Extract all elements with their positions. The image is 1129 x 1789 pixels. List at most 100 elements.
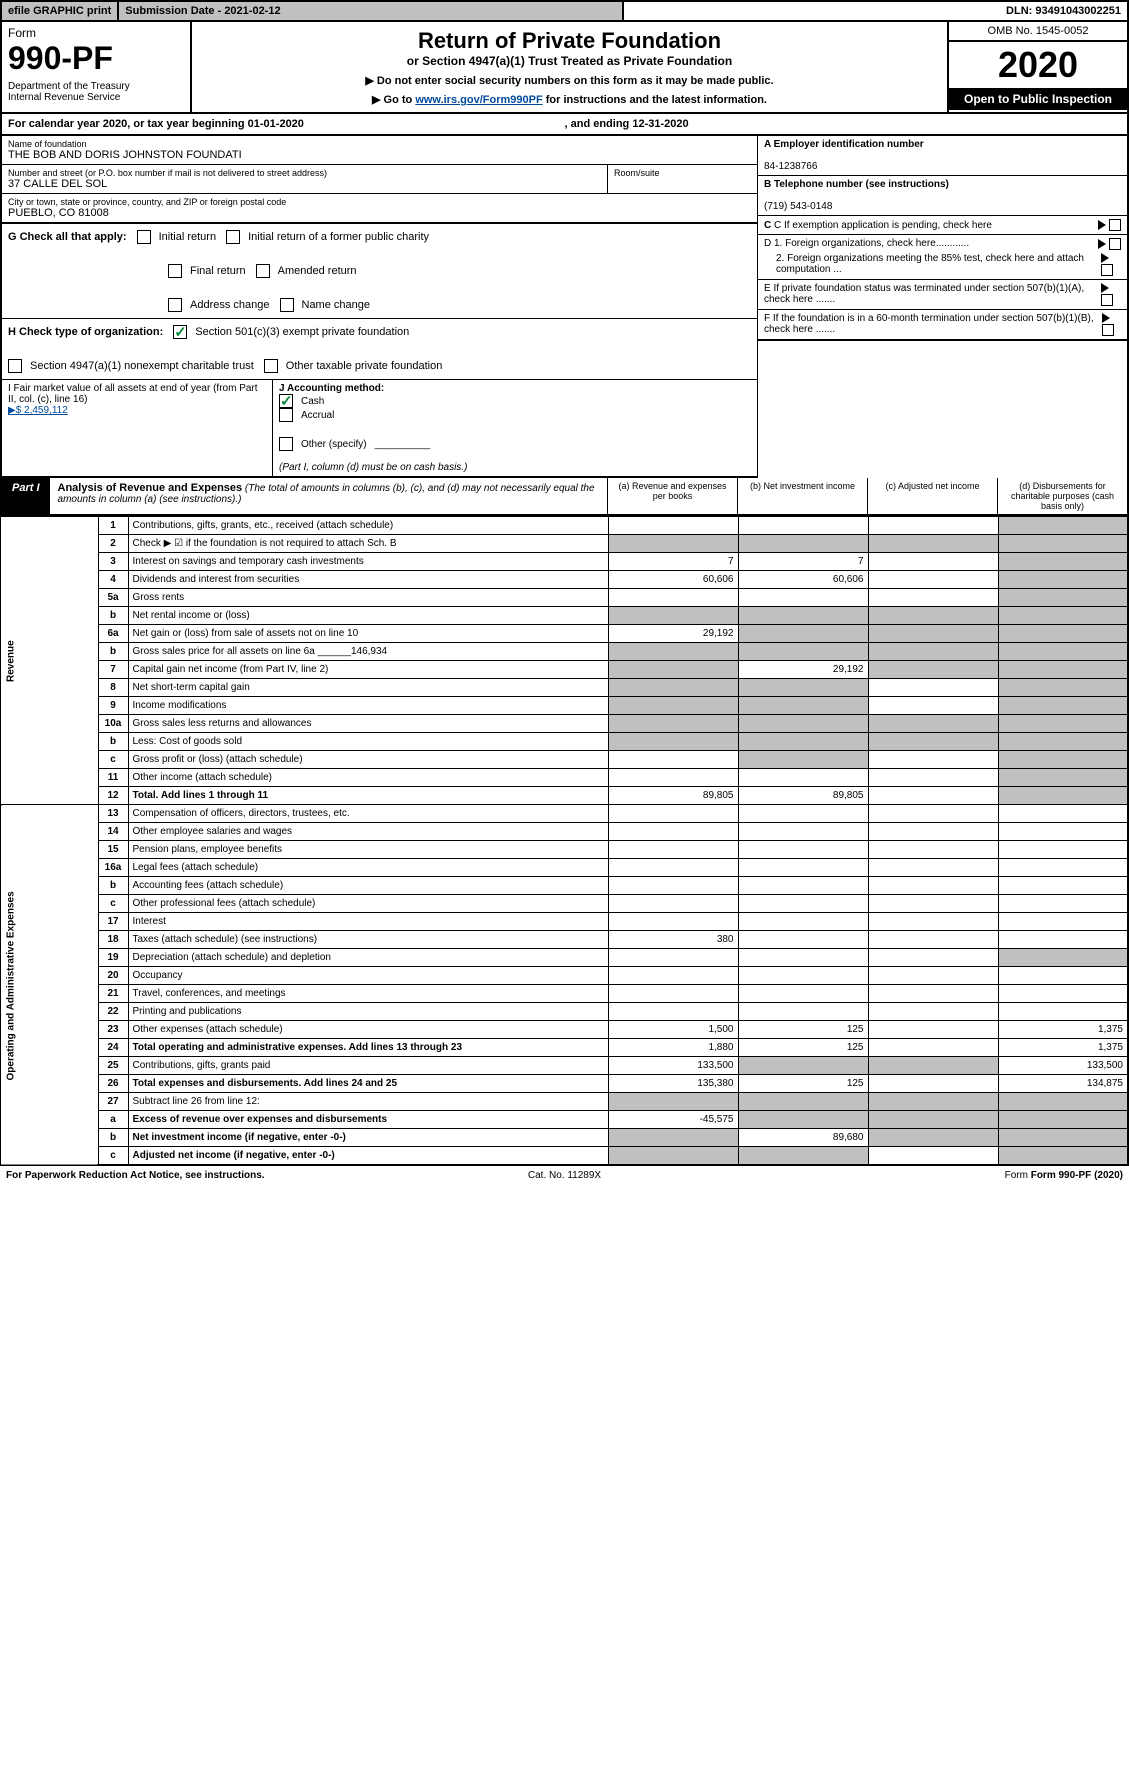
table-row: 12Total. Add lines 1 through 1189,80589,… — [1, 787, 1128, 805]
arrow-icon — [1101, 253, 1109, 263]
line-description: Gross sales price for all assets on line… — [128, 643, 608, 661]
cell-c — [868, 715, 998, 733]
table-row: bAccounting fees (attach schedule) — [1, 877, 1128, 895]
line-number: c — [98, 751, 128, 769]
line-number: 7 — [98, 661, 128, 679]
line-number: 3 — [98, 553, 128, 571]
line-description: Subtract line 26 from line 12: — [128, 1093, 608, 1111]
table-row: aExcess of revenue over expenses and dis… — [1, 1111, 1128, 1129]
cell-c — [868, 787, 998, 805]
table-row: bLess: Cost of goods sold — [1, 733, 1128, 751]
501c3-checkbox[interactable] — [173, 325, 187, 339]
line-description: Contributions, gifts, grants, etc., rece… — [128, 517, 608, 535]
line-number: 12 — [98, 787, 128, 805]
cell-c — [868, 535, 998, 553]
accrual-checkbox[interactable] — [279, 408, 293, 422]
d2-checkbox[interactable] — [1101, 264, 1113, 276]
cell-a — [608, 805, 738, 823]
cell-b — [738, 1111, 868, 1129]
cell-c — [868, 859, 998, 877]
address-change-checkbox[interactable] — [168, 298, 182, 312]
line-description: Compensation of officers, directors, tru… — [128, 805, 608, 823]
line-number: c — [98, 895, 128, 913]
page-footer: For Paperwork Reduction Act Notice, see … — [0, 1166, 1129, 1185]
cell-a — [608, 967, 738, 985]
cell-d — [998, 949, 1128, 967]
table-row: 6aNet gain or (loss) from sale of assets… — [1, 625, 1128, 643]
initial-former-checkbox[interactable] — [226, 230, 240, 244]
revenue-side-label: Revenue — [1, 517, 98, 805]
table-row: 19Depreciation (attach schedule) and dep… — [1, 949, 1128, 967]
section-d: D 1. Foreign organizations, check here..… — [758, 235, 1127, 280]
cell-c — [868, 607, 998, 625]
cell-a — [608, 589, 738, 607]
cell-d — [998, 1093, 1128, 1111]
cell-b — [738, 769, 868, 787]
cell-c — [868, 697, 998, 715]
cell-a — [608, 1003, 738, 1021]
public-inspection: Open to Public Inspection — [949, 88, 1127, 110]
line-description: Pension plans, employee benefits — [128, 841, 608, 859]
cell-c — [868, 643, 998, 661]
cell-d: 1,375 — [998, 1039, 1128, 1057]
cell-c — [868, 769, 998, 787]
line-number: 8 — [98, 679, 128, 697]
line-description: Check ▶ ☑ if the foundation is not requi… — [128, 535, 608, 553]
cell-b — [738, 895, 868, 913]
cell-d — [998, 895, 1128, 913]
efile-label: efile GRAPHIC print — [2, 2, 119, 20]
cell-a: 29,192 — [608, 625, 738, 643]
form-ref: Form Form 990-PF (2020) — [751, 1170, 1123, 1181]
submission-date: Submission Date - 2021-02-12 — [119, 2, 624, 20]
table-row: 16aLegal fees (attach schedule) — [1, 859, 1128, 877]
table-row: 8Net short-term capital gain — [1, 679, 1128, 697]
initial-return-checkbox[interactable] — [137, 230, 151, 244]
fmv-link[interactable]: ▶$ 2,459,112 — [8, 405, 68, 416]
line-number: 9 — [98, 697, 128, 715]
cell-d — [998, 787, 1128, 805]
cell-b — [738, 985, 868, 1003]
irs-link[interactable]: www.irs.gov/Form990PF — [415, 94, 542, 106]
line-description: Dividends and interest from securities — [128, 571, 608, 589]
line-number: 22 — [98, 1003, 128, 1021]
cell-c — [868, 931, 998, 949]
cash-checkbox[interactable] — [279, 394, 293, 408]
cell-a — [608, 751, 738, 769]
line-description: Other employee salaries and wages — [128, 823, 608, 841]
table-row: 5aGross rents — [1, 589, 1128, 607]
cell-d — [998, 985, 1128, 1003]
department: Department of the Treasury Internal Reve… — [8, 81, 184, 103]
cell-b — [738, 913, 868, 931]
cell-b — [738, 517, 868, 535]
f-checkbox[interactable] — [1102, 324, 1114, 336]
d1-checkbox[interactable] — [1109, 238, 1121, 250]
line-number: 26 — [98, 1075, 128, 1093]
instruction-2: ▶ Go to www.irs.gov/Form990PF for instru… — [198, 93, 941, 106]
other-taxable-checkbox[interactable] — [264, 359, 278, 373]
foundation-name: Name of foundation THE BOB AND DORIS JOH… — [2, 136, 757, 165]
cell-a: 89,805 — [608, 787, 738, 805]
c-checkbox[interactable] — [1109, 219, 1121, 231]
name-change-checkbox[interactable] — [280, 298, 294, 312]
line-description: Net investment income (if negative, ente… — [128, 1129, 608, 1147]
other-method-checkbox[interactable] — [279, 437, 293, 451]
cell-a: 135,380 — [608, 1075, 738, 1093]
cell-c — [868, 841, 998, 859]
cell-d — [998, 769, 1128, 787]
cell-d — [998, 931, 1128, 949]
arrow-icon — [1101, 283, 1109, 293]
amended-return-checkbox[interactable] — [256, 264, 270, 278]
line-number: 6a — [98, 625, 128, 643]
cell-c — [868, 1057, 998, 1075]
e-checkbox[interactable] — [1101, 294, 1113, 306]
cell-c — [868, 823, 998, 841]
cell-a — [608, 877, 738, 895]
cell-b — [738, 1093, 868, 1111]
final-return-checkbox[interactable] — [168, 264, 182, 278]
section-c: C C If exemption application is pending,… — [758, 216, 1127, 235]
cell-a — [608, 661, 738, 679]
4947-checkbox[interactable] — [8, 359, 22, 373]
cell-d — [998, 1111, 1128, 1129]
cell-c — [868, 895, 998, 913]
table-row: 17Interest — [1, 913, 1128, 931]
